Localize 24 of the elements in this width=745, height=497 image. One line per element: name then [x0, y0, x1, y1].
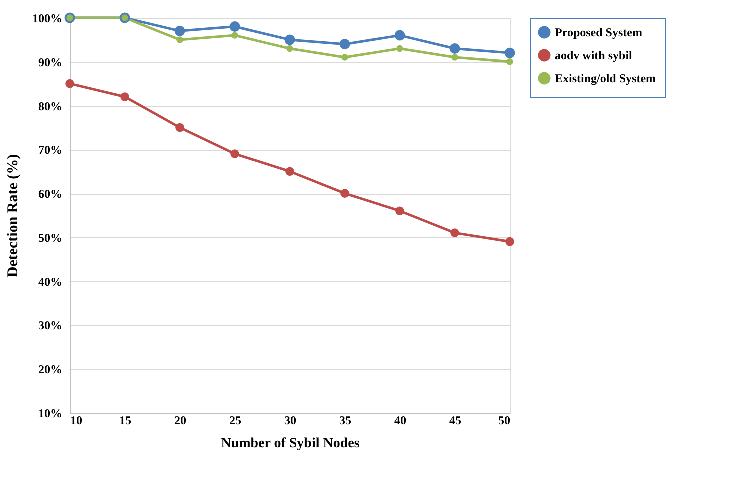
x-tick-label: 45 [450, 414, 462, 428]
x-tick-label: 35 [340, 414, 352, 428]
x-tick-label: 15 [120, 414, 132, 428]
legend-label: Proposed System [555, 26, 642, 40]
y-tick-label: 70% [38, 143, 62, 158]
x-tick-label: 10 [70, 414, 82, 428]
x-tick-label: 30 [284, 414, 296, 428]
y-tick-label: 30% [38, 318, 62, 333]
y-tick-label: 40% [38, 274, 62, 289]
x-tick-label: 20 [174, 414, 186, 428]
x-tick-label: 40 [394, 414, 406, 428]
legend-label: Existing/old System [555, 72, 656, 86]
y-tick-label: 90% [38, 55, 62, 70]
y-tick-label: 100% [32, 12, 62, 26]
y-tick-label: 80% [38, 99, 62, 114]
x-tick-label: 50 [498, 414, 510, 428]
y-tick-label: 20% [38, 362, 62, 377]
y-tick-label: 10% [38, 406, 62, 420]
y-axis-title: Detection Rate (%) [6, 154, 22, 278]
legend-label: aodv with sybil [555, 48, 634, 62]
y-tick-label: 60% [38, 187, 62, 202]
x-tick-label: 25 [230, 414, 242, 428]
x-axis-title: Number of Sybil Nodes [221, 436, 360, 452]
y-tick-label: 50% [38, 230, 62, 245]
